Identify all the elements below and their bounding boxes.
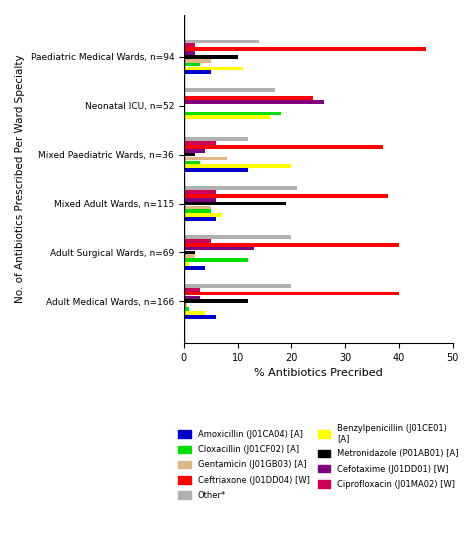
Bar [184, 149, 205, 153]
Bar [184, 251, 195, 254]
Bar [184, 111, 281, 115]
Bar [184, 51, 195, 55]
Bar [184, 315, 216, 318]
Bar [184, 288, 200, 292]
Bar [184, 137, 248, 141]
Bar [184, 145, 383, 148]
Bar [184, 153, 195, 157]
Bar [184, 307, 189, 311]
Bar [184, 168, 248, 172]
Bar [184, 247, 254, 250]
Bar [184, 141, 216, 145]
Bar [184, 186, 297, 190]
Bar [184, 202, 286, 206]
Bar [184, 194, 388, 197]
Y-axis label: No. of Antibiotics Prescribed Per Ward Specialty: No. of Antibiotics Prescribed Per Ward S… [15, 55, 25, 303]
Bar [184, 262, 189, 266]
Bar [184, 217, 216, 221]
Bar [184, 235, 292, 239]
Bar [184, 59, 211, 62]
Bar [184, 160, 200, 164]
Bar [184, 266, 205, 270]
Bar [184, 63, 200, 66]
Bar [184, 44, 195, 47]
Bar [184, 206, 211, 209]
Bar [184, 296, 200, 299]
X-axis label: % Antibiotics Precribed: % Antibiotics Precribed [254, 369, 383, 378]
Bar [184, 254, 195, 258]
Bar [184, 239, 211, 243]
Bar [184, 70, 211, 74]
Bar [184, 116, 270, 119]
Bar [184, 40, 259, 43]
Bar [184, 100, 324, 104]
Bar [184, 55, 237, 59]
Bar [184, 96, 313, 100]
Bar [184, 311, 205, 315]
Bar [184, 165, 292, 168]
Bar [184, 243, 399, 246]
Bar [184, 67, 243, 70]
Bar [184, 47, 426, 51]
Bar [184, 284, 292, 288]
Bar [184, 258, 248, 262]
Bar [184, 157, 227, 160]
Bar [184, 198, 216, 202]
Bar [184, 300, 248, 303]
Bar [184, 190, 216, 194]
Bar [184, 292, 399, 295]
Bar [184, 209, 211, 213]
Bar [184, 88, 275, 92]
Bar [184, 303, 187, 307]
Legend: Amoxicillin (J01CA04) [A], Cloxacillin (J01CF02) [A], Gentamicin (J01GB03) [A], : Amoxicillin (J01CA04) [A], Cloxacillin (… [174, 420, 463, 504]
Bar [184, 213, 221, 217]
